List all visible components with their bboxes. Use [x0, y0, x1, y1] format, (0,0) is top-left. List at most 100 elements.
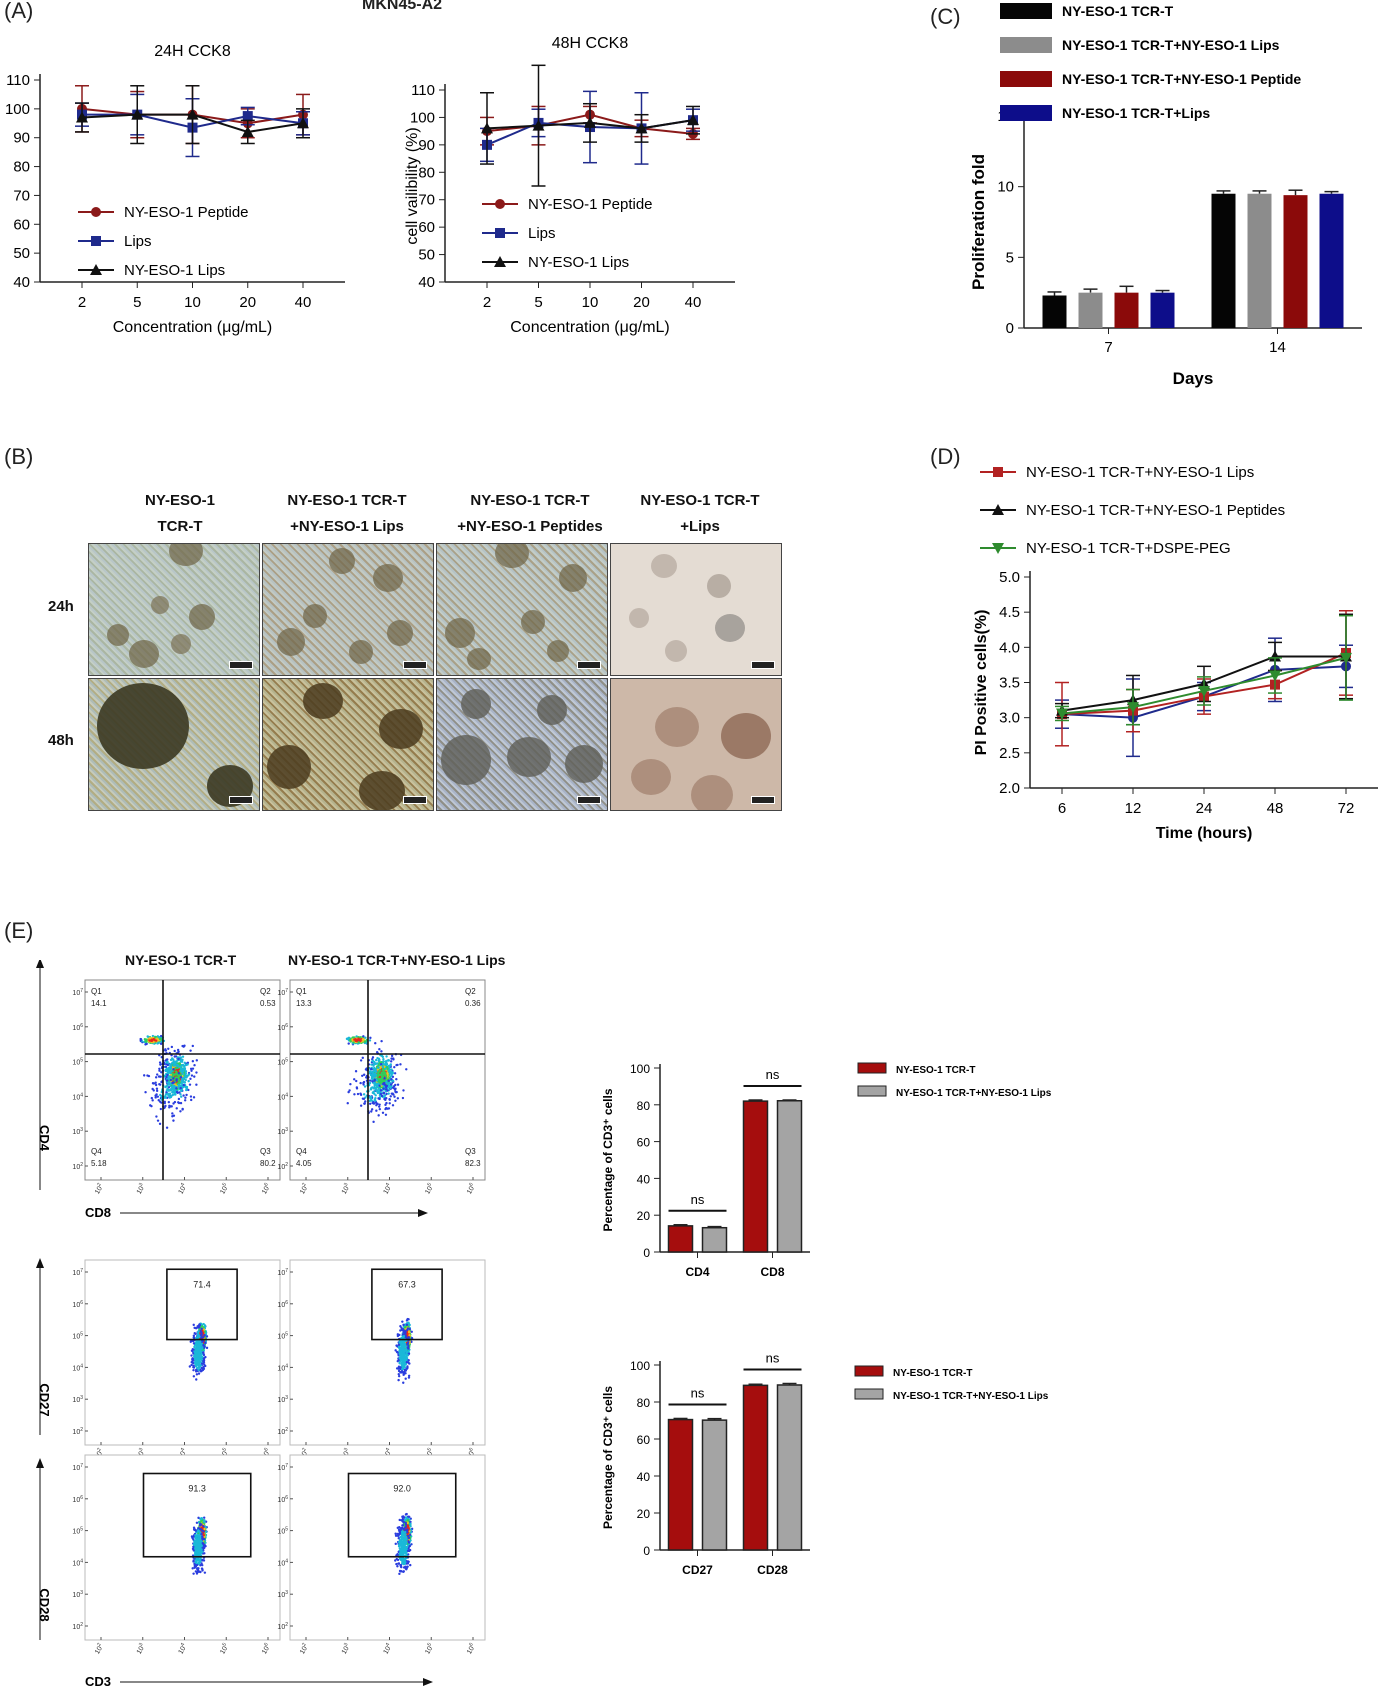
y-tick-label: 104	[72, 1363, 83, 1372]
quadrant-value: 5.18	[91, 1159, 107, 1168]
cd3-arrow-head	[423, 1678, 433, 1686]
x-tick-label: 24	[1196, 800, 1213, 817]
panel-b-col-header-4: NY-ESO-1 TCR-T +Lips	[640, 492, 760, 535]
y-tick-label: 107	[72, 1268, 83, 1277]
y-tick-label: 2.5	[999, 745, 1020, 762]
data-point	[481, 122, 493, 134]
y-tick-label: 102	[72, 1622, 83, 1631]
bar	[701, 1419, 728, 1551]
x-tick-label: 72	[1338, 800, 1355, 817]
data-point	[992, 543, 1004, 554]
bar	[742, 1384, 769, 1551]
x-tick-label: 103	[134, 1642, 147, 1656]
y-tick-label: 103	[72, 1127, 83, 1136]
y-tick-label: 107	[72, 988, 83, 997]
quadrant-value: 13.3	[296, 999, 312, 1008]
x-tick-label: 105	[218, 1182, 231, 1196]
data-point	[1127, 702, 1139, 714]
chart-cd4-cd8-percentage: 0 20 40 60 80 100 CD4 ns CD8 ns Percentage of CD3⁺…	[601, 1062, 1052, 1279]
quadrant-value: 4.05	[296, 1159, 312, 1168]
x-tick-label: CD4	[685, 1265, 709, 1279]
bar	[1078, 292, 1103, 328]
quadrant-label: Q3	[260, 1147, 271, 1156]
y-tick-label: 5.0	[999, 569, 1020, 586]
panel-e-col-header-2: NY-ESO-1 TCR-T+NY-ESO-1 Lips	[288, 952, 506, 968]
legend-swatch	[857, 1085, 887, 1097]
y-tick-label: 104	[72, 1558, 83, 1567]
y-tick-label: 110	[6, 72, 30, 89]
plot-frame	[84, 1454, 281, 1641]
y-tick-label: 103	[277, 1127, 288, 1136]
series-3	[75, 85, 310, 145]
micro-24h-tcrt-lips	[262, 543, 434, 676]
x-axis-label: Days	[1173, 369, 1214, 388]
x-tick-label: 2	[483, 294, 491, 311]
panel-a-title: MKN45-A2	[362, 0, 443, 13]
legend-swatch	[857, 1062, 887, 1074]
data-point	[241, 125, 254, 137]
data-point	[91, 236, 101, 246]
gate-value: 67.3	[398, 1279, 416, 1289]
x-axis-label: Time (hours)	[1156, 825, 1253, 842]
x-tick-label: 5	[133, 294, 141, 311]
x-tick-label: 105	[218, 1642, 231, 1656]
y-tick-label: 102	[277, 1162, 288, 1171]
y-tick-label: 60	[637, 1433, 651, 1447]
y-tick-label: 105	[277, 1058, 288, 1067]
y-tick-label: 106	[72, 1023, 83, 1032]
x-tick-label: 102	[297, 1642, 310, 1656]
panel-label-c: (C)	[930, 4, 961, 29]
y-tick-label: 105	[72, 1527, 83, 1536]
legend-swatch	[1000, 71, 1052, 87]
x-tick-label: 7	[1104, 339, 1112, 356]
x-tick-label: 103	[134, 1182, 147, 1196]
y-tick-label: 40	[418, 274, 435, 291]
legend-label: NY-ESO-1 TCR-T+Lips	[1062, 105, 1210, 121]
data-point	[242, 111, 253, 122]
quadrant-value: 14.1	[91, 999, 107, 1008]
y-tick-label: 3.5	[999, 675, 1020, 692]
chart-24h-cck8: 24H CCK8 40 50 60 70 80 90 100 110 2 5 10 20 40 Concen…	[5, 43, 345, 336]
legend-swatch	[1000, 3, 1052, 19]
x-tick-label: 106	[464, 1642, 477, 1656]
legend-label: NY-ESO-1 Peptide	[124, 204, 249, 221]
quadrant-label: Q3	[465, 1147, 476, 1156]
y-tick-label: 50	[13, 245, 30, 262]
legend-label: NY-ESO-1 TCR-T+NY-ESO-1 Peptide	[1062, 71, 1301, 87]
quadrant-value: 0.53	[260, 999, 276, 1008]
x-tick-label: 104	[176, 1182, 189, 1196]
data-point	[1198, 685, 1210, 697]
panel-label-d: (D)	[930, 444, 961, 469]
y-tick-label: 106	[277, 1495, 288, 1504]
x-tick-label: 103	[339, 1182, 352, 1196]
y-axis-label: Percentage of CD3⁺ cells	[601, 1088, 615, 1231]
y-tick-label: 90	[418, 137, 435, 154]
y-tick-label: 0	[643, 1544, 650, 1558]
x-tick-label: 105	[423, 1642, 436, 1656]
significance-label: ns	[691, 1385, 705, 1400]
data-point	[1269, 670, 1281, 682]
y-tick-label: 50	[418, 247, 435, 264]
gate-plot-1: 71.4102103104105106107102103104105106	[72, 1259, 281, 1461]
cd8-arrow-head	[418, 1209, 428, 1217]
x-tick-label: 12	[1125, 800, 1142, 817]
legend-swatch	[1000, 105, 1052, 121]
data-point	[1340, 652, 1352, 664]
flow-cytometry-plots: Q114.1Q20.53Q45.18Q380.21021031041051061…	[36, 960, 486, 1689]
x-tick-label: 103	[339, 1642, 352, 1656]
panel-label-a: (A)	[4, 0, 34, 23]
cd4-axis-label: CD4	[37, 1125, 52, 1152]
legend-label: NY-ESO-1 TCR-T+NY-ESO-1 Lips	[896, 1088, 1052, 1099]
x-tick-label: 6	[1058, 800, 1066, 817]
y-tick-label: 105	[277, 1332, 288, 1341]
y-tick-label: 107	[277, 1463, 288, 1472]
y-axis-label: Percentage of CD3⁺ cells	[601, 1386, 615, 1529]
quadrant-plot-1: Q1 14.1 Q2 0.53 Q4 5.18 Q3 80.2 102 103 104 105 106 1…	[72, 979, 281, 1196]
y-tick-label: 106	[72, 1495, 83, 1504]
quadrant-label: Q2	[465, 987, 476, 996]
y-tick-label: 105	[72, 1058, 83, 1067]
legend-label: NY-ESO-1 TCR-T+NY-ESO-1 Peptides	[1026, 502, 1285, 519]
data-point	[90, 264, 102, 275]
x-tick-label: 40	[295, 294, 312, 311]
